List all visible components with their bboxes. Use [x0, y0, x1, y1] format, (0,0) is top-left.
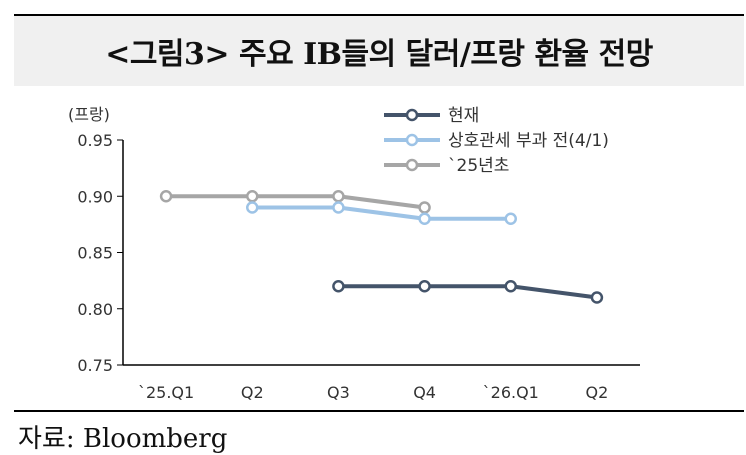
source-note: 자료: Bloomberg [18, 424, 228, 454]
y-tick-label: 0.95 [77, 131, 113, 150]
y-tick-label: 0.80 [77, 300, 113, 319]
y-tick-label: 0.75 [77, 356, 113, 375]
x-tick-label: Q2 [241, 383, 264, 402]
data-point-2 [159, 190, 173, 203]
data-point-0 [418, 280, 431, 293]
x-tick-label: `26.Q1 [483, 383, 539, 402]
data-point-2 [332, 190, 345, 203]
series-line-1 [252, 205, 511, 221]
title-band: <그림3> 주요 IB들의 달러/프랑 환율 전망 [14, 16, 744, 86]
data-point-0 [332, 280, 345, 293]
legend-label: `25년초 [448, 156, 509, 176]
x-tick-label: Q2 [586, 383, 609, 402]
y-tick-label: 0.85 [77, 244, 113, 263]
chart-title: <그림3> 주요 IB들의 달러/프랑 환율 전망 [105, 37, 653, 72]
legend-swatch-marker [405, 133, 419, 147]
data-point-1 [332, 201, 345, 214]
series-line-0 [338, 284, 598, 300]
bottom-rule [14, 410, 744, 412]
data-point-1 [418, 212, 431, 225]
legend-label: 현재 [448, 106, 479, 126]
data-point-0 [504, 280, 517, 293]
x-tick-label: Q3 [327, 383, 350, 402]
data-point-0 [590, 291, 604, 304]
legend-swatch-marker [405, 108, 419, 122]
y-tick-label: 0.90 [77, 187, 113, 206]
x-tick-label: Q4 [413, 383, 436, 402]
top-rule [14, 14, 744, 16]
legend-label: 상호관세 부과 전(4/1) [448, 131, 609, 151]
x-tick-label: `25.Q1 [138, 383, 194, 402]
data-point-2 [246, 190, 259, 203]
data-point-2 [418, 201, 431, 214]
y-axis-unit-label: (프랑) [68, 105, 110, 124]
data-point-1 [504, 212, 517, 225]
legend-swatch-marker [405, 158, 419, 172]
data-point-1 [246, 201, 259, 214]
series-line-2 [166, 194, 425, 210]
